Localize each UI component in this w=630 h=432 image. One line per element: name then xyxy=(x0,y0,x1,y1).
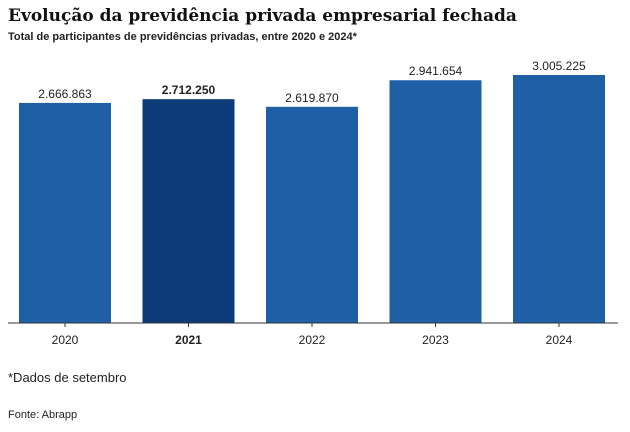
bar-chart: 2.666.863 2020 2.712.250 2021 2.619.870 2022 2… xyxy=(8,59,618,347)
chart-subtitle: Total de participantes de previdências p… xyxy=(8,31,357,43)
value-label-2022: 2.619.870 xyxy=(285,91,339,105)
bar-2020 xyxy=(19,102,111,323)
x-tick-label-2021: 2021 xyxy=(175,333,202,347)
x-tick-label-2022: 2022 xyxy=(299,333,326,347)
x-tick-label-2024: 2024 xyxy=(546,333,573,347)
x-tick-label-2020: 2020 xyxy=(52,333,79,347)
bar-2023 xyxy=(389,80,482,323)
footnote: *Dados de setembro xyxy=(8,370,127,385)
value-label-2020: 2.666.863 xyxy=(38,87,92,101)
value-label-2024: 3.005.225 xyxy=(532,59,586,73)
chart-title: Evolução da previdência privada empresar… xyxy=(8,6,517,26)
bar-2021 xyxy=(142,99,235,323)
value-label-2023: 2.941.654 xyxy=(409,64,463,78)
value-label-2021: 2.712.250 xyxy=(162,83,216,97)
bar-2022 xyxy=(266,106,358,323)
x-tick-label-2023: 2023 xyxy=(422,333,449,347)
bar-2024 xyxy=(513,75,605,323)
source-note: Fonte: Abrapp xyxy=(8,409,78,421)
